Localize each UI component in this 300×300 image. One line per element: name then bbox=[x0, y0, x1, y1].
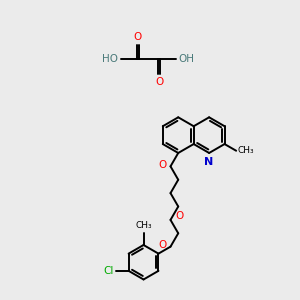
Text: CH₃: CH₃ bbox=[135, 221, 152, 230]
Text: CH₃: CH₃ bbox=[238, 146, 254, 155]
Text: OH: OH bbox=[179, 54, 195, 64]
Text: O: O bbox=[158, 160, 166, 170]
Text: HO: HO bbox=[102, 54, 118, 64]
Text: Cl: Cl bbox=[103, 266, 114, 276]
Text: N: N bbox=[205, 157, 214, 167]
Text: O: O bbox=[134, 32, 142, 42]
Text: O: O bbox=[155, 76, 163, 87]
Text: O: O bbox=[158, 241, 166, 250]
Text: O: O bbox=[175, 211, 184, 221]
